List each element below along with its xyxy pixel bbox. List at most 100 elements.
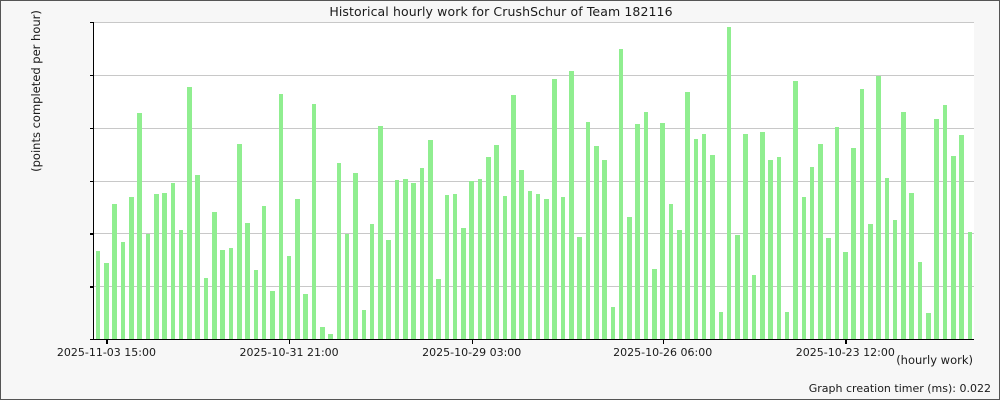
bar (145, 234, 151, 339)
bar (950, 156, 956, 339)
bar (286, 255, 292, 339)
bar (735, 235, 740, 339)
x-tick-label: 2025-10-31 21:00 (239, 346, 339, 359)
y-tick-mark (90, 127, 94, 130)
bar (228, 248, 234, 339)
bar (843, 251, 848, 339)
bar (726, 27, 732, 339)
bar (444, 194, 450, 339)
bar (104, 262, 109, 339)
bar (353, 172, 358, 339)
bar (926, 313, 931, 339)
bar (203, 277, 209, 339)
bar (386, 240, 391, 339)
bar (934, 118, 939, 339)
bar (502, 195, 508, 339)
bar (303, 293, 308, 339)
bar (652, 268, 657, 339)
bar (510, 95, 516, 339)
bar (942, 105, 948, 339)
bar (411, 182, 416, 339)
bar (452, 193, 458, 339)
bar (569, 70, 574, 339)
y-tick-mark (90, 180, 94, 182)
bar (577, 236, 582, 339)
x-tick-label: 2025-10-23 12:00 (795, 346, 895, 359)
bar (809, 167, 815, 339)
x-axis-label: (hourly work) (896, 353, 973, 367)
gridline (94, 74, 974, 76)
bar (278, 94, 284, 339)
graph-timer-note: Graph creation timer (ms): 0.022 (808, 382, 991, 395)
bar (544, 198, 549, 339)
bar (743, 133, 748, 339)
bar (585, 121, 591, 339)
x-tick-mark (106, 339, 108, 344)
bar (701, 133, 707, 339)
bar (668, 204, 674, 339)
bar (137, 113, 142, 339)
x-tick-mark (471, 339, 473, 344)
bar (884, 177, 890, 339)
bar (112, 204, 118, 339)
bar (851, 148, 856, 339)
bar (685, 92, 690, 339)
bar (677, 229, 682, 339)
bar (760, 131, 765, 339)
bar (826, 238, 831, 339)
bar (95, 251, 101, 339)
bar (170, 182, 176, 339)
bar (220, 249, 225, 339)
bar (477, 178, 483, 339)
bar (751, 274, 757, 339)
bar (261, 206, 267, 339)
x-tick-mark (289, 339, 291, 344)
bar (369, 223, 375, 339)
bar (153, 193, 159, 339)
bar (560, 196, 566, 339)
bar (237, 144, 242, 339)
gridline (94, 286, 974, 288)
bar (693, 139, 699, 339)
x-tick-label: 2025-10-29 03:00 (422, 346, 522, 359)
bar (178, 229, 184, 339)
bar (801, 196, 807, 339)
plot-area: 1,200,0001,000,000800,000600,000400,0002… (57, 22, 974, 359)
bar (834, 126, 840, 339)
bar (917, 261, 923, 339)
bar (784, 312, 790, 339)
bar (419, 167, 425, 339)
bar (527, 190, 533, 339)
bar (901, 111, 906, 339)
y-tick-mark (90, 22, 94, 24)
bar (320, 327, 325, 339)
bar (627, 217, 632, 339)
x-tick-mark (845, 339, 847, 344)
bar (876, 76, 881, 339)
bar (867, 223, 873, 339)
bar (270, 290, 275, 339)
bar (718, 311, 724, 339)
bar (245, 223, 250, 339)
bar (328, 333, 333, 339)
bar (344, 233, 350, 339)
gridline (94, 180, 974, 182)
bar (253, 270, 259, 339)
bar (793, 81, 798, 339)
bar (336, 162, 342, 339)
bar (436, 278, 441, 339)
y-axis-label: (points completed per hour) (29, 10, 43, 172)
bar (494, 144, 499, 339)
bar (162, 192, 167, 339)
gridline (94, 127, 974, 129)
bar (394, 180, 400, 339)
y-tick-mark (90, 286, 94, 288)
bar (295, 199, 300, 339)
bar (187, 87, 192, 339)
bar (552, 79, 558, 339)
bar (361, 309, 367, 339)
bar (818, 143, 823, 339)
bar (643, 112, 649, 339)
bar (610, 307, 616, 339)
